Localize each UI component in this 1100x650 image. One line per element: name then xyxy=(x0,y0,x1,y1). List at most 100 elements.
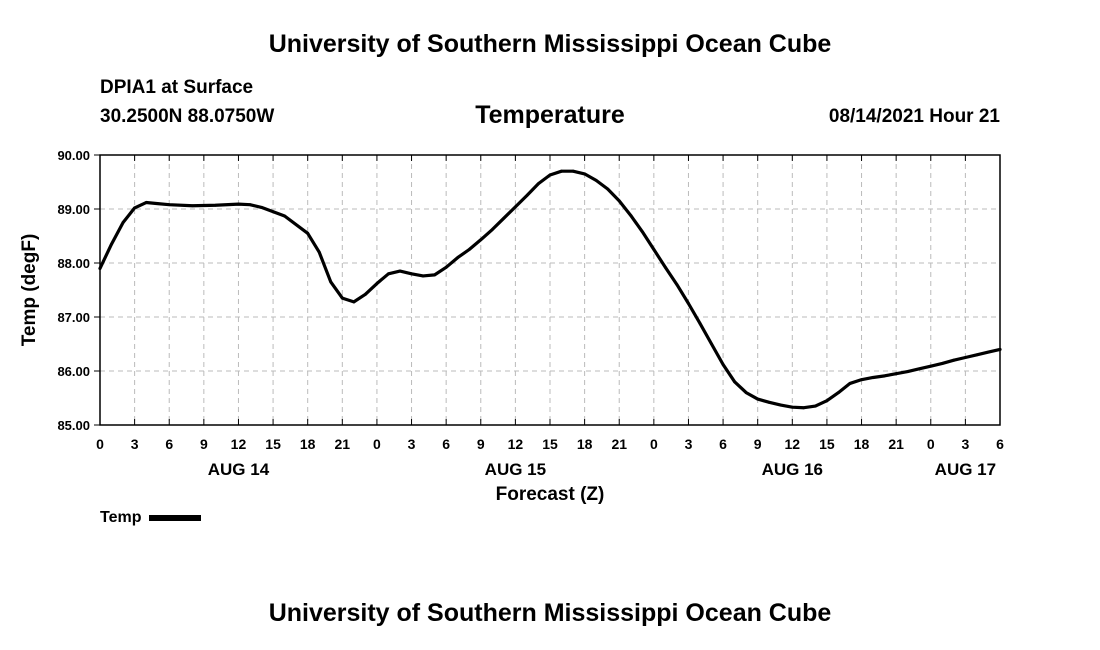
data-point-temp xyxy=(502,216,506,220)
legend-label: Temp xyxy=(100,509,142,526)
y-tick-label: 85.00 xyxy=(57,418,90,433)
data-point-temp xyxy=(421,274,425,278)
station-coordinates: 30.2500N 88.0750W xyxy=(100,106,275,127)
chart-title: Temperature xyxy=(475,101,625,129)
data-point-temp xyxy=(456,256,460,259)
y-tick-label: 90.00 xyxy=(57,148,90,163)
x-tick-label: 21 xyxy=(888,436,904,452)
x-tick-label: 12 xyxy=(508,436,524,452)
x-tick-label: 0 xyxy=(650,436,658,452)
data-point-temp xyxy=(548,173,552,177)
x-tick-label: 18 xyxy=(300,436,316,452)
data-point-temp xyxy=(156,202,160,206)
data-point-temp xyxy=(560,169,563,173)
header-title: University of Southern Mississippi Ocean… xyxy=(268,30,832,58)
x-tick-label: 6 xyxy=(996,436,1004,452)
legend: Temp xyxy=(100,509,202,527)
data-point-temp xyxy=(975,353,979,357)
x-tick-label: 3 xyxy=(961,436,969,452)
x-tick-label: 0 xyxy=(373,436,381,452)
x-tick-label: 3 xyxy=(408,436,416,452)
data-point-temp xyxy=(790,405,794,409)
x-tick-label: 3 xyxy=(685,436,693,452)
data-point-temp xyxy=(894,372,898,376)
data-point-temp xyxy=(525,194,529,197)
data-point-temp xyxy=(387,272,390,276)
series-layer xyxy=(98,169,1002,410)
data-point-temp xyxy=(675,283,679,286)
data-point-temp xyxy=(940,362,944,365)
data-point-temp xyxy=(444,265,448,269)
data-point-temp xyxy=(133,206,137,210)
data-point-temp xyxy=(952,358,956,362)
axis-ticks xyxy=(94,154,1001,426)
data-point-temp xyxy=(571,169,575,173)
data-point-temp xyxy=(513,205,517,209)
data-point-temp xyxy=(629,214,633,217)
x-tick-label: 6 xyxy=(165,436,173,452)
data-point-temp xyxy=(375,282,379,285)
date-label: AUG 17 xyxy=(935,460,996,479)
x-tick-label: 9 xyxy=(200,436,208,452)
data-point-temp xyxy=(721,363,725,366)
data-point-temp xyxy=(987,350,990,354)
data-point-temp xyxy=(837,391,840,394)
data-point-temp xyxy=(917,367,921,371)
data-point-temp xyxy=(583,172,587,176)
data-point-temp xyxy=(871,376,875,379)
data-point-temp xyxy=(190,204,194,208)
data-point-temp xyxy=(883,374,887,378)
y-tick-label: 86.00 xyxy=(57,364,90,379)
data-point-temp xyxy=(733,380,737,384)
data-point-temp xyxy=(698,322,702,325)
data-point-temp xyxy=(260,205,263,209)
data-point-temp xyxy=(687,302,690,305)
data-point-temp xyxy=(121,221,125,224)
x-tick-label: 0 xyxy=(96,436,104,452)
grid-lines xyxy=(100,155,1000,425)
data-point-temp xyxy=(167,203,171,207)
data-point-temp xyxy=(617,199,621,203)
data-point-temp xyxy=(963,356,967,359)
data-point-temp xyxy=(929,364,933,368)
data-point-temp xyxy=(802,406,806,410)
axis-labels: 85.00 86.00 87.00 88.00 89.00 90.00 0 3 6 9 12 15 18… xyxy=(19,148,1004,505)
data-point-temp xyxy=(848,382,852,385)
data-point-temp xyxy=(767,400,771,404)
data-point-temp xyxy=(813,404,817,408)
x-tick-label: 12 xyxy=(785,436,801,452)
data-point-temp xyxy=(640,230,644,234)
x-tick-label: 0 xyxy=(927,436,935,452)
data-point-temp xyxy=(340,296,344,300)
series-line-temp xyxy=(98,169,1002,410)
data-point-temp xyxy=(329,280,333,284)
data-point-temp xyxy=(317,250,321,254)
data-point-temp xyxy=(710,342,713,346)
data-point-temp xyxy=(825,399,829,403)
data-point-temp xyxy=(779,403,783,407)
x-tick-label: 21 xyxy=(611,436,627,452)
data-point-temp xyxy=(652,248,656,251)
data-point-temp xyxy=(756,397,760,401)
data-point-temp xyxy=(237,202,240,206)
y-tick-label: 87.00 xyxy=(57,310,90,325)
x-tick-label: 21 xyxy=(335,436,351,452)
legend-swatch-temp xyxy=(149,515,202,521)
x-axis-title: Forecast (Z) xyxy=(496,484,605,505)
footer-title: University of Southern Mississippi Ocean… xyxy=(268,599,832,627)
y-axis-title: Temp (degF) xyxy=(19,234,40,347)
x-tick-label: 18 xyxy=(577,436,593,452)
x-tick-label: 9 xyxy=(477,436,485,452)
station-name: DPIA1 at Surface xyxy=(100,77,254,98)
data-point-temp xyxy=(860,378,863,382)
data-point-temp xyxy=(433,273,437,277)
issue-datetime: 08/14/2021 Hour 21 xyxy=(828,106,1000,127)
x-tick-label: 6 xyxy=(442,436,450,452)
x-tick-label: 15 xyxy=(265,436,281,452)
data-point-temp xyxy=(490,228,494,231)
y-tick-label: 88.00 xyxy=(57,256,90,271)
date-label: AUG 16 xyxy=(762,460,823,479)
data-point-temp xyxy=(906,370,910,373)
data-point-temp xyxy=(283,214,287,218)
